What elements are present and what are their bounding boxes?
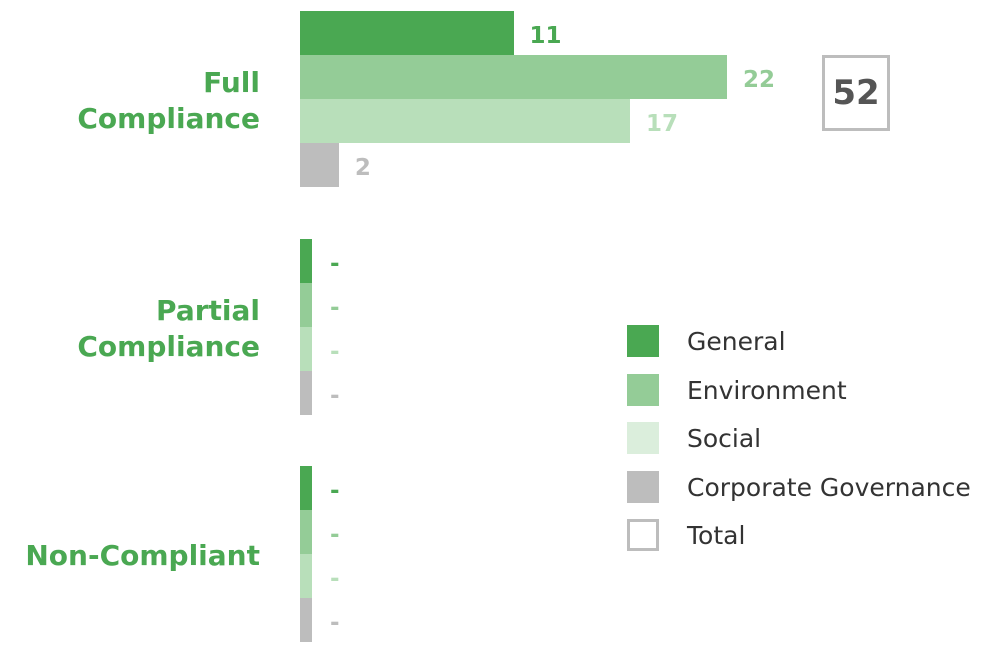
value-label-non-compliant-social: -	[330, 566, 340, 592]
category-label-full-compliance: Full Compliance	[77, 66, 260, 135]
bar-full-compliance-social	[300, 99, 630, 143]
legend-label-environment: Environment	[687, 375, 847, 405]
value-label-partial-compliance-general: -	[330, 251, 340, 277]
value-label-full-compliance-general: 11	[529, 23, 562, 49]
legend-label-corporate-governance: Corporate Governance	[687, 472, 971, 502]
bar-non-compliant-general	[300, 466, 312, 510]
value-label-non-compliant-environment: -	[330, 522, 340, 548]
legend-item-social: Social	[627, 422, 997, 456]
value-label-non-compliant-general: -	[330, 478, 340, 504]
bar-non-compliant-corporate-governance	[300, 598, 312, 642]
legend-item-environment: Environment	[627, 373, 997, 408]
bar-partial-compliance-social	[300, 327, 312, 371]
value-label-full-compliance-social: 17	[645, 111, 678, 137]
value-label-partial-compliance-social: -	[330, 339, 340, 365]
bar-full-compliance-environment	[300, 55, 727, 99]
bar-full-compliance-corporate-governance	[300, 143, 339, 187]
legend-label-social: Social	[687, 424, 762, 453]
bar-partial-compliance-environment	[300, 283, 312, 327]
legend-swatch-environment	[627, 373, 659, 406]
value-label-partial-compliance-corporate-governance: -	[330, 383, 340, 409]
value-label-non-compliant-corporate-governance: -	[330, 610, 340, 636]
bar-non-compliant-environment	[300, 510, 312, 554]
value-label-full-compliance-environment: 22	[743, 67, 776, 93]
bar-non-compliant-social	[300, 554, 312, 598]
legend-swatch-total	[627, 519, 659, 551]
legend-swatch-social	[627, 422, 659, 454]
legend-label-total: Total	[687, 521, 746, 550]
legend-swatch-general	[627, 325, 659, 357]
legend-item-general: General	[627, 325, 997, 359]
bar-full-compliance-general	[300, 11, 514, 55]
value-label-full-compliance-corporate-governance: 2	[354, 155, 371, 181]
total-box-full-compliance: 52	[822, 55, 890, 131]
legend-label-general: General	[687, 327, 786, 356]
category-label-partial-compliance: Partial Compliance	[77, 294, 260, 363]
category-label-non-compliant: Non-Compliant	[25, 539, 260, 572]
bar-partial-compliance-general	[300, 239, 312, 283]
legend-swatch-corporate-governance	[627, 470, 659, 503]
legend-item-total: Total	[627, 519, 997, 553]
legend-item-corporate-governance: Corporate Governance	[627, 470, 997, 505]
value-label-partial-compliance-environment: -	[330, 295, 340, 321]
bar-partial-compliance-corporate-governance	[300, 371, 312, 415]
